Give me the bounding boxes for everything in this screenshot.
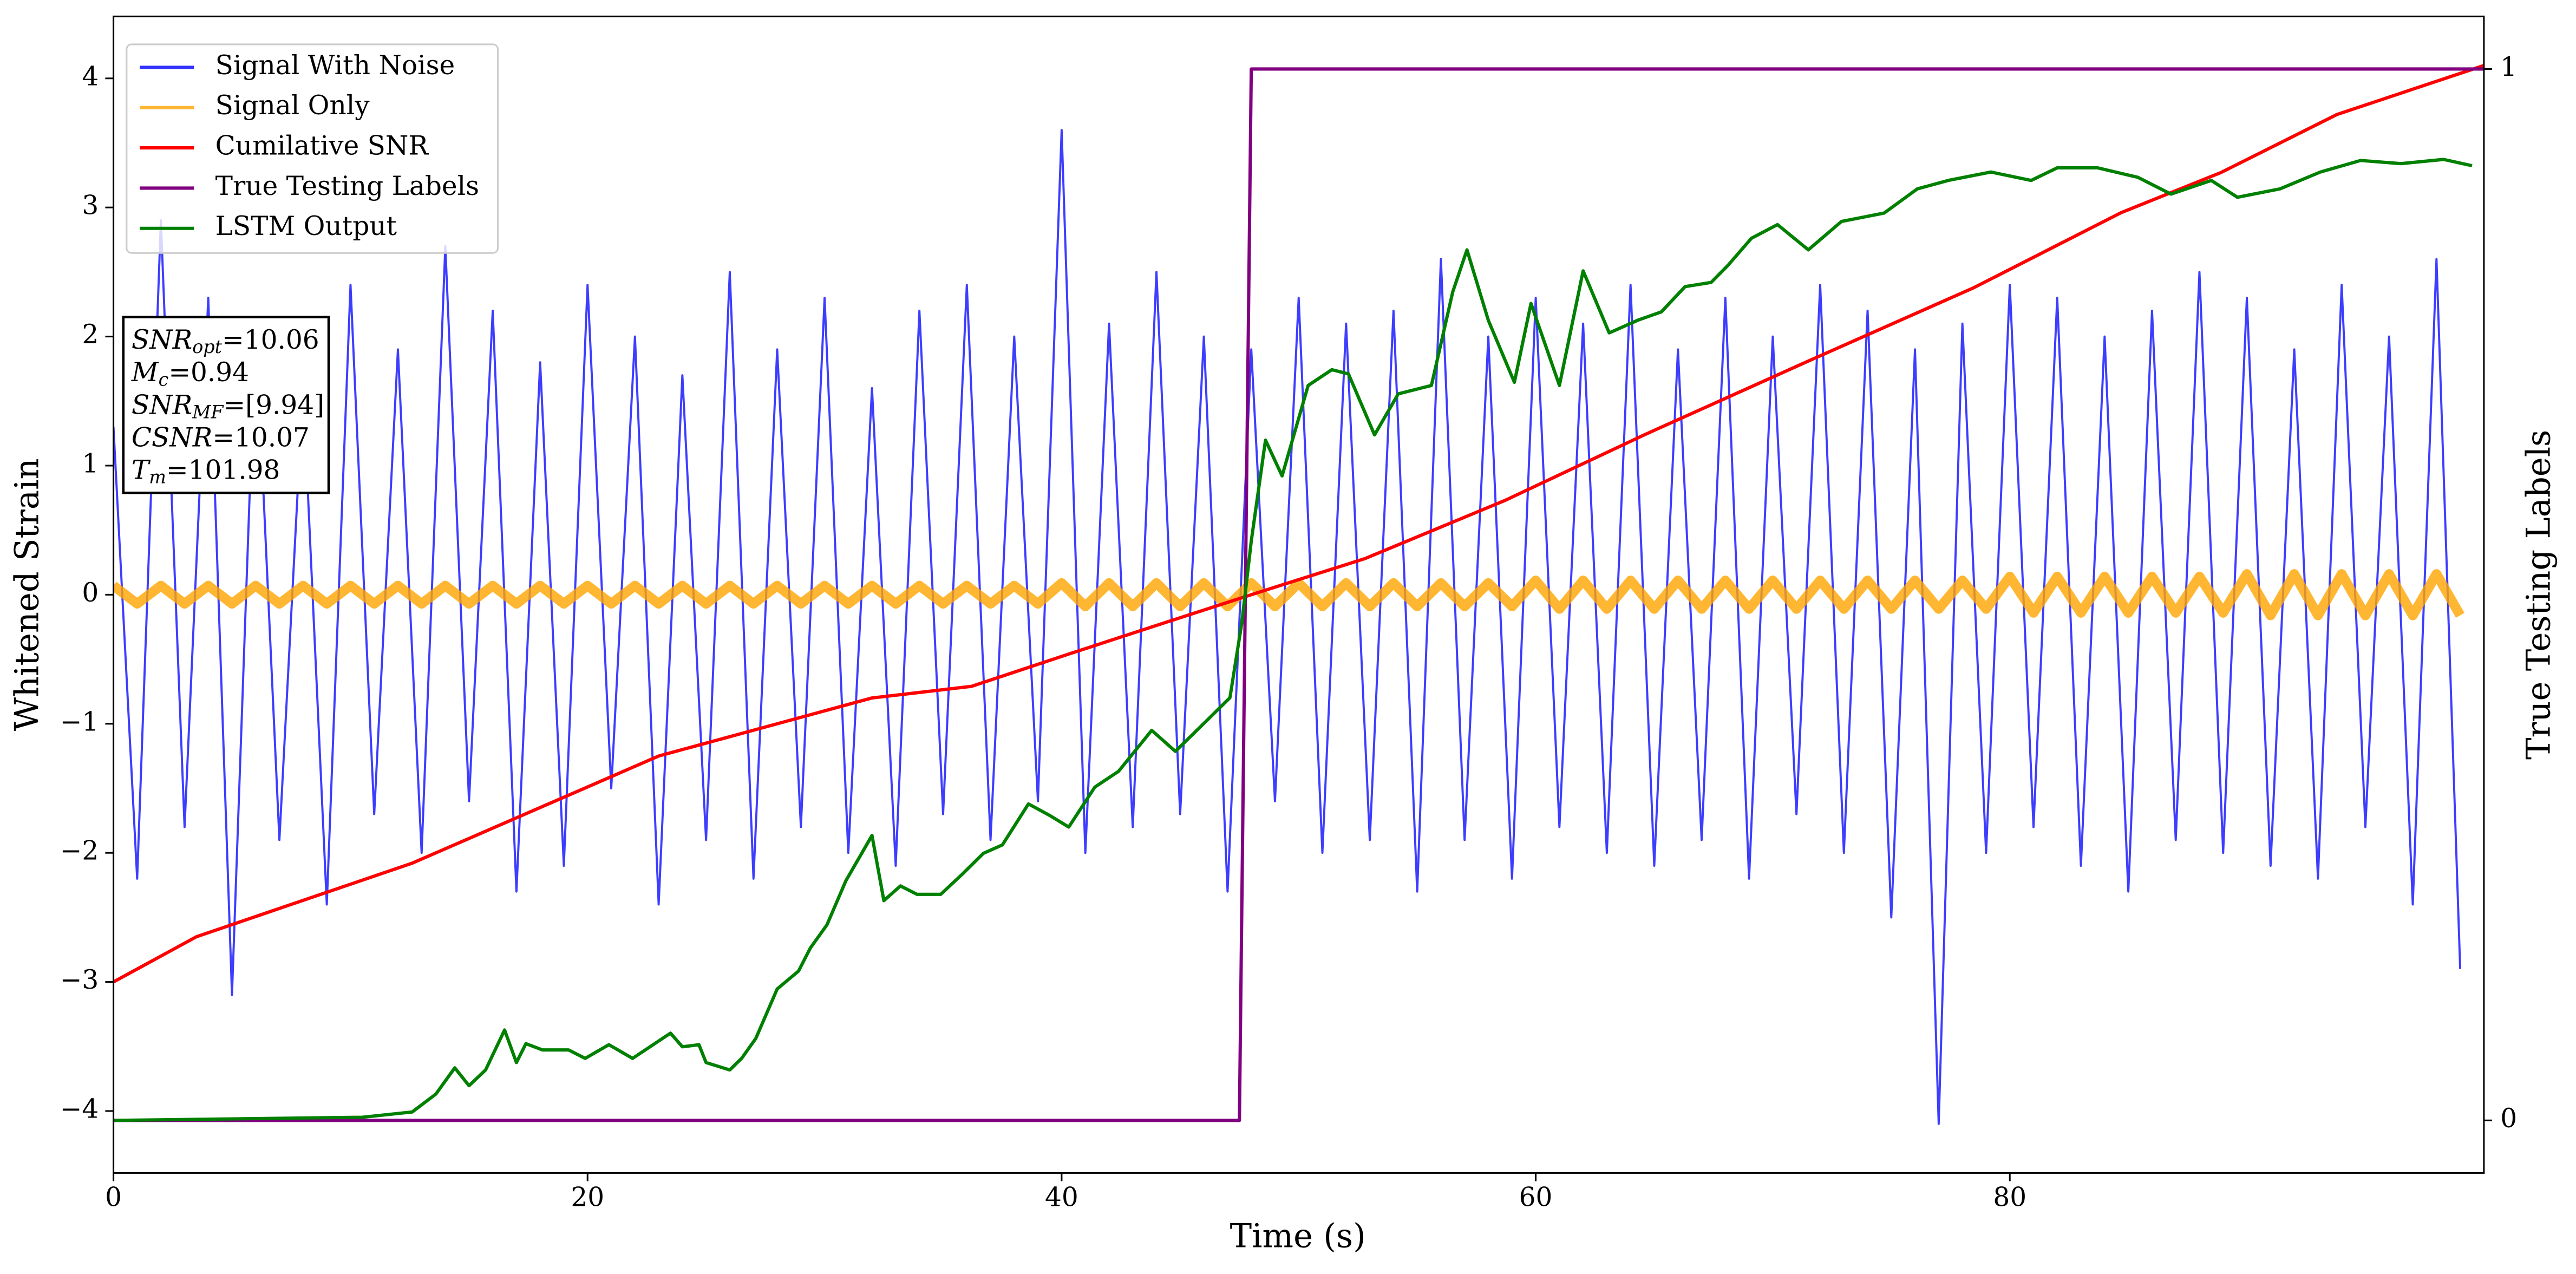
- annotation-line: Tm=101.98: [132, 455, 280, 488]
- annotation-value: =10.06: [222, 325, 319, 355]
- annotation-line: SNRopt=10.06: [132, 325, 319, 358]
- series-line: [113, 158, 2473, 1122]
- y-tick-label: −4: [60, 1094, 99, 1124]
- x-axis-label: Time (s): [1230, 1217, 1366, 1255]
- annotation-value: =[9.94]: [224, 390, 325, 420]
- annotation-box: SNRopt=10.06Mc=0.94SNRMF=[9.94]CSNR=10.0…: [122, 316, 330, 494]
- y2-tick-label: 1: [2500, 52, 2517, 82]
- y-tick-label: −2: [60, 836, 99, 866]
- legend: Signal With Noise Signal Only Cumilative S…: [126, 43, 499, 254]
- y-tick-label: 3: [82, 191, 99, 221]
- y-axis-label: Whitened Strain: [8, 458, 46, 731]
- annotation-value: =10.07: [212, 422, 310, 453]
- annotation-subscript: c: [159, 369, 169, 390]
- x-tick-label: 40: [1045, 1182, 1078, 1212]
- annotation-line: SNRMF=[9.94]: [132, 390, 324, 423]
- y-tick-label: −3: [60, 965, 99, 995]
- annotation-line: CSNR=10.07: [132, 422, 310, 453]
- legend-label: Cumilative SNR: [215, 131, 429, 161]
- annotation-value: =101.98: [166, 455, 280, 485]
- legend-label: Signal Only: [215, 90, 370, 121]
- y-tick-label: −1: [60, 707, 99, 737]
- annotation-subscript: MF: [192, 401, 224, 422]
- annotation-value: =0.94: [168, 357, 249, 388]
- y-tick-label: 2: [82, 319, 99, 350]
- legend-label: True Testing Labels: [215, 171, 479, 201]
- annotation-symbol: CSNR: [132, 422, 212, 453]
- plot-area: [113, 64, 2484, 1125]
- annotation-subscript: opt: [192, 336, 222, 357]
- legend-label: LSTM Output: [215, 211, 397, 241]
- x-tick-label: 60: [1519, 1182, 1553, 1212]
- annotation-line: Mc=0.94: [131, 357, 249, 390]
- legend-label: Signal With Noise: [215, 50, 455, 81]
- annotation-symbol: T: [132, 455, 151, 485]
- series-line: [113, 64, 2484, 984]
- annotation-symbol: SNR: [132, 390, 192, 420]
- x-tick-label: 0: [105, 1182, 122, 1212]
- y-tick-label: 1: [82, 448, 99, 479]
- y2-tick-label: 0: [2500, 1103, 2517, 1134]
- x-tick-label: 80: [1993, 1182, 2026, 1212]
- annotation-subscript: m: [149, 467, 166, 488]
- series-line: [113, 569, 2464, 620]
- annotation-symbol: SNR: [132, 325, 192, 355]
- legend-box: [126, 43, 499, 254]
- annotation-symbol: M: [131, 357, 159, 388]
- x-tick-label: 20: [571, 1182, 604, 1212]
- y2-axis-label: True Testing Labels: [2520, 430, 2558, 760]
- y-tick-label: 0: [82, 578, 99, 608]
- annotation-frame: [122, 316, 330, 494]
- series-line: [113, 129, 2462, 1125]
- y-tick-label: 4: [82, 61, 99, 92]
